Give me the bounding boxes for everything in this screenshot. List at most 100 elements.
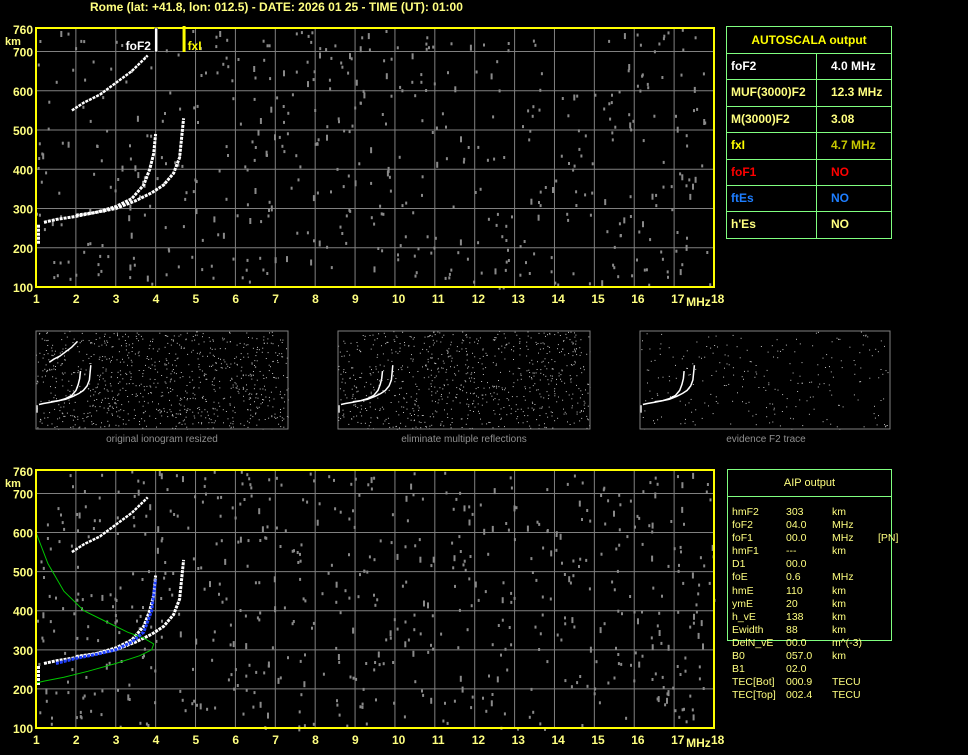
- noise-dot: [532, 710, 535, 714]
- noise-dot: [401, 584, 404, 588]
- noise-dot: [235, 383, 237, 385]
- noise-dot: [258, 406, 260, 408]
- noise-dot: [469, 555, 472, 558]
- noise-dot: [782, 394, 784, 396]
- noise-dot: [87, 242, 90, 246]
- noise-dot: [435, 375, 437, 377]
- noise-dot: [256, 349, 258, 350]
- noise-dot: [157, 410, 159, 412]
- noise-dot: [177, 413, 179, 415]
- noise-dot: [373, 668, 376, 672]
- noise-dot: [795, 406, 797, 408]
- noise-dot: [680, 73, 683, 77]
- noise-dot: [504, 337, 506, 339]
- noise-dot: [241, 276, 244, 280]
- autoscala-row-fof1: foF1 NO: [727, 159, 891, 186]
- noise-dot: [559, 335, 561, 336]
- noise-dot: [451, 541, 454, 545]
- noise-dot: [46, 537, 49, 540]
- noise-dot: [55, 381, 57, 383]
- noise-dot: [450, 424, 452, 426]
- noise-dot: [465, 381, 467, 383]
- noise-dot: [869, 349, 871, 351]
- noise-dot: [520, 378, 522, 380]
- noise-dot: [360, 405, 362, 407]
- aip-value: 000.9: [786, 676, 813, 689]
- noise-dot: [477, 387, 479, 388]
- noise-dot: [472, 403, 473, 405]
- noise-dot: [201, 397, 203, 398]
- noise-dot: [799, 399, 801, 401]
- noise-dot: [208, 418, 210, 420]
- noise-dot: [829, 366, 830, 368]
- noise-dot: [235, 356, 237, 358]
- noise-dot: [393, 701, 396, 705]
- noise-dot: [176, 395, 178, 397]
- noise-dot: [452, 205, 455, 209]
- noise-dot: [83, 250, 86, 254]
- noise-dot: [138, 401, 140, 403]
- noise-dot: [197, 412, 199, 414]
- noise-dot: [211, 365, 212, 367]
- noise-dot: [74, 415, 75, 417]
- noise-dot: [391, 352, 393, 354]
- noise-dot: [150, 625, 153, 629]
- noise-dot: [194, 495, 197, 499]
- noise-dot: [196, 104, 199, 108]
- noise-dot: [489, 387, 490, 389]
- noise-dot: [774, 388, 776, 390]
- noise-dot: [222, 409, 224, 411]
- noise-dot: [129, 264, 132, 271]
- noise-dot: [450, 42, 453, 46]
- noise-dot: [119, 361, 121, 363]
- noise-dot: [286, 389, 288, 391]
- noise-dot: [42, 357, 44, 359]
- noise-dot: [119, 389, 121, 391]
- noise-dot: [685, 184, 688, 188]
- noise-dot: [138, 355, 140, 357]
- noise-dot: [74, 393, 76, 395]
- noise-dot: [511, 396, 513, 398]
- noise-dot: [382, 390, 384, 392]
- x-tick-label: 18: [711, 733, 725, 747]
- noise-dot: [40, 418, 41, 420]
- noise-dot: [413, 337, 415, 339]
- noise-dot: [830, 423, 832, 425]
- noise-dot: [768, 382, 770, 384]
- noise-dot: [338, 345, 340, 347]
- noise-dot: [510, 643, 513, 647]
- noise-dot: [774, 413, 776, 415]
- noise-dot: [414, 403, 416, 405]
- noise-dot: [223, 359, 225, 361]
- noise-dot: [815, 332, 817, 334]
- noise-dot: [406, 408, 408, 410]
- noise-dot: [417, 371, 419, 372]
- noise-dot: [255, 412, 257, 414]
- noise-dot: [444, 471, 447, 475]
- noise-dot: [471, 372, 473, 374]
- noise-dot: [524, 386, 526, 388]
- noise-dot: [239, 536, 242, 543]
- noise-dot: [263, 58, 266, 62]
- noise-dot: [543, 374, 545, 376]
- noise-dot: [444, 385, 445, 387]
- noise-dot: [120, 409, 122, 411]
- noise-dot: [613, 266, 616, 270]
- noise-dot: [532, 363, 534, 365]
- thumbnail-label-original: original ionogram resized: [106, 434, 218, 445]
- noise-dot: [758, 387, 760, 388]
- noise-dot: [444, 276, 447, 280]
- noise-dot: [108, 409, 110, 411]
- noise-dot: [64, 332, 66, 334]
- aip-value: 002.4: [786, 689, 813, 702]
- noise-dot: [237, 58, 240, 61]
- noise-dot: [385, 122, 387, 126]
- noise-dot: [137, 172, 140, 179]
- noise-dot: [160, 156, 163, 160]
- noise-dot: [571, 398, 573, 400]
- noise-dot: [412, 358, 414, 360]
- noise-dot: [608, 39, 611, 43]
- noise-dot: [169, 399, 170, 401]
- noise-dot: [355, 386, 357, 388]
- noise-dot: [450, 268, 453, 272]
